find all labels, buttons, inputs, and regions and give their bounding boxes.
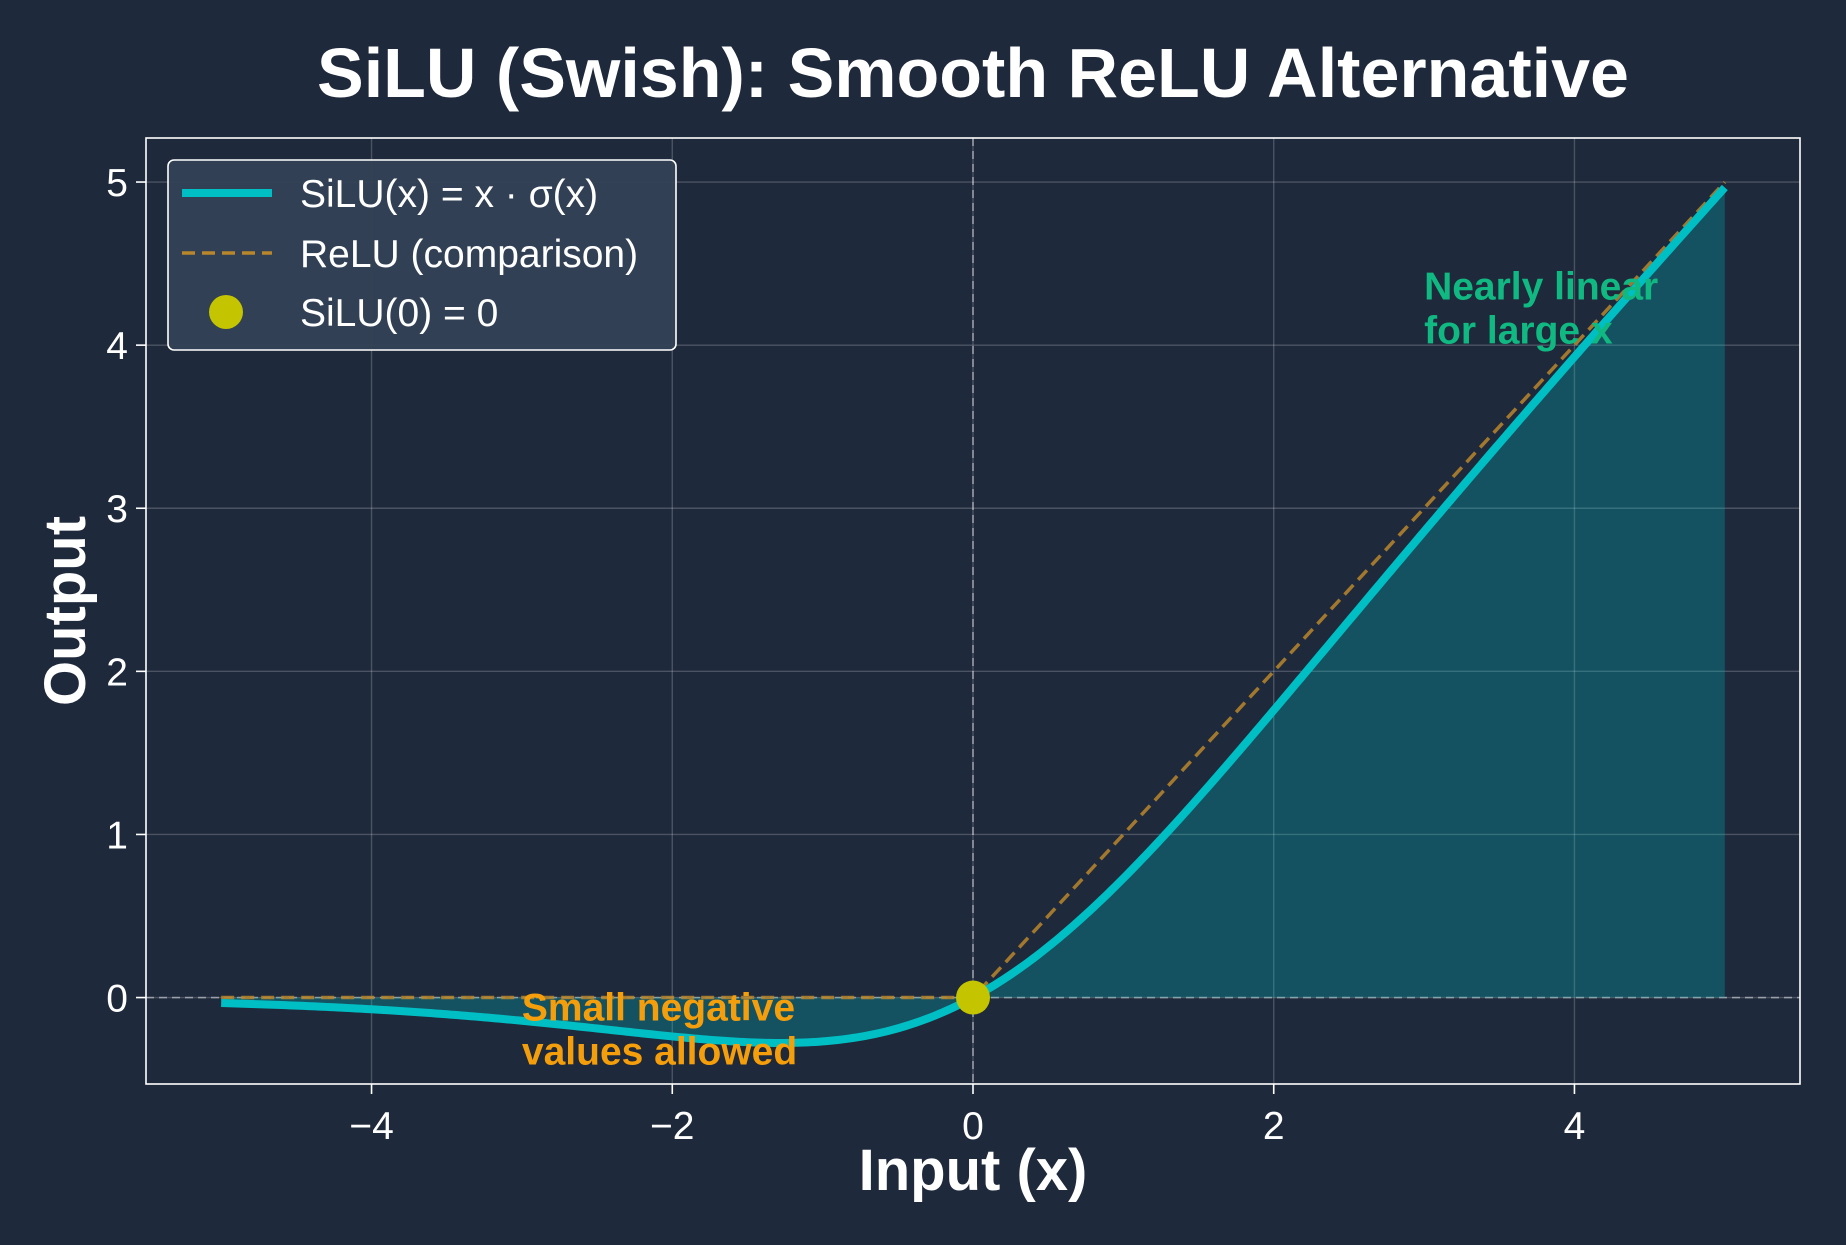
y-tick-label: 1 [106,814,128,857]
annotation-text: for large x [1424,309,1613,352]
x-tick-label: 2 [1263,1105,1285,1148]
legend-label: SiLU(x) = x · σ(x) [300,173,598,216]
x-tick-label: −2 [650,1105,694,1148]
y-tick-label: 3 [106,488,128,531]
y-axis-label: Output [33,516,98,706]
axis-ticks: −4 −2 0 2 4 0 1 2 3 4 5 [106,162,1585,1148]
y-tick-label: 0 [106,978,128,1021]
y-tick-label: 5 [106,162,128,205]
y-tick-label: 2 [106,651,128,694]
silu-zero-point [956,980,990,1015]
x-tick-label: 4 [1564,1105,1586,1148]
series-layer [220,180,1728,1047]
x-tick-label: −4 [349,1105,393,1148]
y-tick-label: 4 [106,325,128,368]
chart-title: SiLU (Swish): Smooth ReLU Alternative [317,34,1629,112]
legend-box [167,159,677,351]
silu-fill-area [221,187,1725,1043]
legend: SiLU(x) = x · σ(x) ReLU (comparison) SiLU(… [167,159,677,351]
legend-label: SiLU(0) = 0 [300,292,498,335]
annotation-text: Small negative [522,986,795,1029]
legend-point-swatch [209,295,243,329]
x-tick-label: 0 [962,1105,984,1148]
x-axis-label: Input (x) [859,1138,1088,1203]
annotation-text: Nearly linear [1424,265,1658,308]
annotation-text: values allowed [522,1030,797,1073]
legend-label: ReLU (comparison) [300,233,638,276]
